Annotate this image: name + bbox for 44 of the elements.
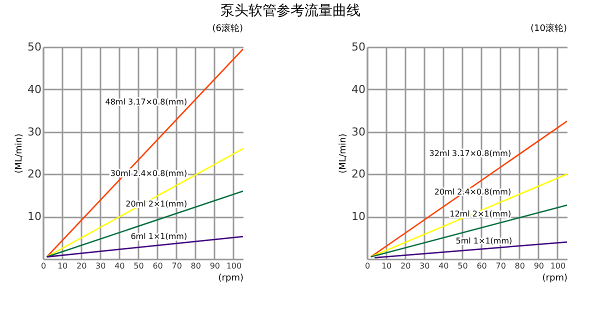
x-tick-label: 80 [514,262,525,270]
y-tick-label: 40 [28,82,42,96]
y-axis-title: (ML/min) [14,134,25,174]
chart-subtitle: (10滚轮) [530,23,567,34]
x-tick-label: 10 [381,262,392,270]
x-tick-label: 100 [226,262,242,270]
series-label: 5ml 1×1(mm) [456,236,512,246]
x-tick-label: 20 [76,262,87,270]
x-tick-label: 40 [114,262,125,270]
x-tick-label: 70 [172,262,182,270]
x-tick-label: 50 [458,262,468,270]
y-tick-label: 20 [352,168,366,181]
x-axis-title: (rpm) [218,274,244,284]
x-tick-label: 60 [476,262,487,270]
x-tick-label: 100 [550,262,566,270]
y-tick-label: 40 [352,82,366,96]
y-tick-label: 20 [28,168,42,181]
y-tick-label: 30 [28,125,42,138]
x-tick-label: 0 [40,262,46,270]
text: 泵头软管参考流量曲线 [220,3,360,19]
x-tick-label: 90 [534,262,544,270]
series-label: 48ml 3.17×0.8(mm) [105,97,188,106]
chart-subtitle: (6滚轮) [212,23,243,34]
x-tick-label: 0 [364,262,370,270]
x-tick-label: 30 [420,262,430,270]
y-tick-label: 10 [352,210,366,224]
y-tick-label: 10 [28,210,42,224]
x-tick-label: 70 [496,262,506,270]
x-tick-label: 90 [210,262,220,270]
x-tick-label: 20 [400,262,411,270]
series-label: 32ml 3.17×0.8(mm) [429,149,512,158]
x-tick-label: 60 [152,262,163,270]
series-label: 12ml 2×1(mm) [450,210,512,219]
x-tick-label: 30 [96,262,106,270]
x-tick-label: 50 [134,262,144,270]
y-axis-title: (ML/min) [338,134,349,174]
series-label: 6ml 1×1(mm) [130,232,188,242]
x-tick-label: 40 [438,262,449,270]
x-axis-title: (rpm) [542,274,568,284]
y-tick-label: 50 [352,40,366,54]
x-tick-label: 80 [190,262,201,270]
x-tick-label: 10 [57,262,68,270]
y-tick-label: 30 [352,125,366,138]
y-tick-label: 50 [28,40,42,54]
